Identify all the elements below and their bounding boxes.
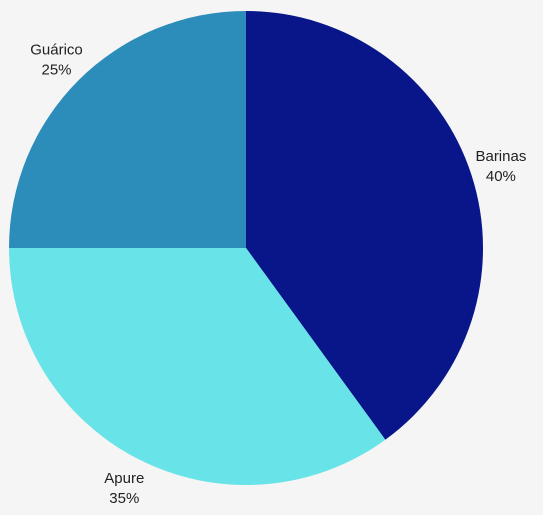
pie-slices xyxy=(9,11,484,486)
pie-slice-guarico xyxy=(9,11,246,248)
pie-labels: Barinas 40% Apure 35% Guárico 25% xyxy=(30,42,526,507)
pie-label-apure: Apure 35% xyxy=(104,470,144,507)
pie-slice-apure xyxy=(9,248,386,486)
pie-slice-barinas xyxy=(246,11,484,440)
pie-label-guarico: Guárico 25% xyxy=(30,42,83,79)
pie-label-barinas: Barinas 40% xyxy=(475,148,526,185)
